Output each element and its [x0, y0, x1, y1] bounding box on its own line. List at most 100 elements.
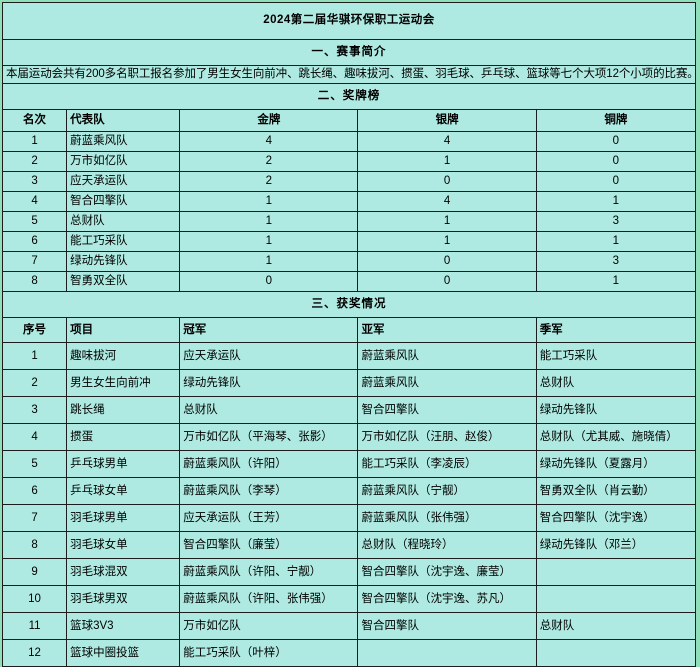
medal-bronze: 0 [535, 171, 697, 193]
award-no: 9 [1, 558, 68, 587]
award-second: 万市如亿队（汪朋、赵俊） [357, 423, 537, 452]
award-first: 万市如亿队 [179, 612, 359, 641]
table-row: 6 乒乓球女单 蔚蓝乘风队（李琴） 蔚蓝乘风队（宁靓） 智勇双全队（肖云勤） [1, 477, 697, 506]
medal-bronze: 1 [535, 191, 697, 213]
table-row: 3 跳长绳 总财队 智合四擎队 绿动先锋队 [1, 396, 697, 425]
award-no: 4 [1, 423, 68, 452]
medal-bronze: 3 [535, 211, 697, 233]
medal-silver: 1 [357, 231, 537, 253]
medal-team: 智勇双全队 [66, 271, 181, 293]
medal-team: 智合四擎队 [66, 191, 181, 213]
medals-col-team: 代表队 [66, 109, 181, 133]
intro-heading-row: 一、赛事简介 [2, 39, 696, 66]
award-first: 万市如亿队（平海琴、张影） [179, 423, 359, 452]
awards-col-event: 项目 [66, 317, 181, 344]
medal-rank: 5 [1, 211, 68, 233]
page-title: 2024第二届华骐环保职工运动会 [2, 2, 696, 40]
table-row: 5 总财队 1 1 3 [1, 211, 697, 233]
award-second: 总财队（程晓玲） [357, 531, 537, 560]
medal-rank: 7 [1, 251, 68, 273]
medals-col-gold: 金牌 [179, 109, 359, 133]
award-second: 智合四擎队 [357, 396, 537, 425]
award-event: 乒乓球女单 [66, 477, 181, 506]
medal-silver: 0 [357, 271, 537, 293]
medals-col-bronze: 铜牌 [535, 109, 697, 133]
title-row: 2024第二届华骐环保职工运动会 [2, 2, 696, 40]
award-second: 能工巧采队（李凌辰） [357, 450, 537, 479]
intro-body-row: 本届运动会共有200多名职工报名参加了男生女生向前冲、跳长绳、趣味拔河、掼蛋、羽… [2, 64, 696, 85]
medal-bronze: 1 [535, 231, 697, 253]
medal-gold: 1 [179, 211, 359, 233]
medal-team: 应天承运队 [66, 171, 181, 193]
intro-paragraph: 本届运动会共有200多名职工报名参加了男生女生向前冲、跳长绳、趣味拔河、掼蛋、羽… [2, 64, 696, 85]
award-event: 趣味拔河 [66, 342, 181, 371]
award-no: 1 [1, 342, 68, 371]
award-event: 男生女生向前冲 [66, 369, 181, 398]
medal-rank: 8 [1, 271, 68, 293]
award-second: 蔚蓝乘风队（宁靓） [357, 477, 537, 506]
medal-rank: 3 [1, 171, 68, 193]
award-event: 羽毛球男双 [66, 585, 181, 614]
award-first: 能工巧采队（叶梓） [179, 639, 359, 667]
medal-silver: 4 [357, 131, 537, 153]
award-event: 篮球中圈投篮 [66, 639, 181, 667]
award-third: 总财队 [535, 612, 697, 641]
table-row: 6 能工巧采队 1 1 1 [1, 231, 697, 253]
table-row: 7 绿动先锋队 1 0 3 [1, 251, 697, 273]
medal-silver: 1 [357, 211, 537, 233]
table-row: 12 篮球中圈投篮 能工巧采队（叶梓） [1, 639, 697, 667]
table-row: 8 智勇双全队 0 0 1 [1, 271, 697, 293]
table-row: 8 羽毛球女单 智合四擎队（廉莹） 总财队（程晓玲） 绿动先锋队（邓兰） [1, 531, 697, 560]
award-first: 总财队 [179, 396, 359, 425]
award-first: 应天承运队（王芳） [179, 504, 359, 533]
award-second: 蔚蓝乘风队 [357, 342, 537, 371]
award-second: 蔚蓝乘风队 [357, 369, 537, 398]
award-first: 蔚蓝乘风队（许阳、宁靓） [179, 558, 359, 587]
table-row: 10 羽毛球男双 蔚蓝乘风队（许阳、张伟强） 智合四擎队（沈宇逸、苏凡） [1, 585, 697, 614]
awards-header-row: 序号 项目 冠军 亚军 季军 [1, 317, 697, 344]
medal-bronze: 0 [535, 131, 697, 153]
medal-rank: 2 [1, 151, 68, 173]
award-third: 总财队（尤其威、施晓倩） [535, 423, 697, 452]
award-no: 3 [1, 396, 68, 425]
medal-rank: 6 [1, 231, 68, 253]
awards-col-second: 亚军 [357, 317, 537, 344]
medal-team: 能工巧采队 [66, 231, 181, 253]
award-third: 智合四擎队（沈宇逸） [535, 504, 697, 533]
award-first: 蔚蓝乘风队（李琴） [179, 477, 359, 506]
award-third: 总财队 [535, 369, 697, 398]
table-row: 2 男生女生向前冲 绿动先锋队 蔚蓝乘风队 总财队 [1, 369, 697, 398]
awards-col-first: 冠军 [179, 317, 359, 344]
medal-silver: 0 [357, 251, 537, 273]
table-row: 7 羽毛球男单 应天承运队（王芳） 蔚蓝乘风队（张伟强） 智合四擎队（沈宇逸） [1, 504, 697, 533]
medals-col-rank: 名次 [1, 109, 68, 133]
award-third: 绿动先锋队（夏露月） [535, 450, 697, 479]
award-no: 5 [1, 450, 68, 479]
medal-silver: 0 [357, 171, 537, 193]
award-third: 绿动先锋队（邓兰） [535, 531, 697, 560]
medal-silver: 4 [357, 191, 537, 213]
award-no: 11 [1, 612, 68, 641]
award-event: 跳长绳 [66, 396, 181, 425]
medal-gold: 1 [179, 191, 359, 213]
table-row: 2 万市如亿队 2 1 0 [1, 151, 697, 173]
award-third: 能工巧采队 [535, 342, 697, 371]
medal-team: 绿动先锋队 [66, 251, 181, 273]
award-second [357, 639, 537, 667]
award-first: 绿动先锋队 [179, 369, 359, 398]
award-event: 掼蛋 [66, 423, 181, 452]
table-row: 4 掼蛋 万市如亿队（平海琴、张影） 万市如亿队（汪朋、赵俊） 总财队（尤其威、… [1, 423, 697, 452]
awards-col-third: 季军 [535, 317, 697, 344]
medal-rank: 4 [1, 191, 68, 213]
medal-gold: 2 [179, 151, 359, 173]
awards-col-no: 序号 [1, 317, 68, 344]
section-heading-awards: 三、获奖情况 [2, 291, 696, 319]
award-first: 蔚蓝乘风队（许阳、张伟强） [179, 585, 359, 614]
award-third [535, 639, 697, 667]
table-row: 11 篮球3V3 万市如亿队 智合四擎队 总财队 [1, 612, 697, 641]
medals-header-row: 名次 代表队 金牌 银牌 铜牌 [1, 109, 697, 133]
award-third: 智勇双全队（肖云勤） [535, 477, 697, 506]
